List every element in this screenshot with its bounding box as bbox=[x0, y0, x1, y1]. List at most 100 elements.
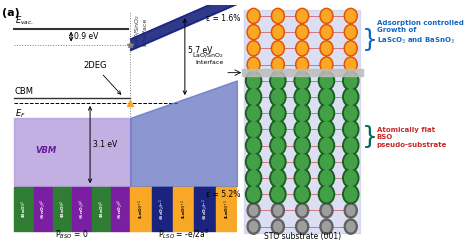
Ellipse shape bbox=[248, 42, 259, 54]
Text: Adsorption controlled
Growth of
LaScO$_3$ and BaSnO$_3$: Adsorption controlled Growth of LaScO$_3… bbox=[377, 20, 464, 46]
Ellipse shape bbox=[247, 154, 260, 169]
Ellipse shape bbox=[344, 41, 357, 56]
Text: (BaO)$^0$: (BaO)$^0$ bbox=[19, 200, 28, 218]
Text: Atomically flat
BSO
pseudo-substrate: Atomically flat BSO pseudo-substrate bbox=[377, 127, 447, 148]
Ellipse shape bbox=[294, 87, 310, 107]
Ellipse shape bbox=[345, 106, 357, 121]
Bar bbox=[34, 187, 53, 231]
Ellipse shape bbox=[297, 26, 307, 38]
Ellipse shape bbox=[246, 71, 262, 90]
Ellipse shape bbox=[272, 187, 284, 202]
Ellipse shape bbox=[247, 122, 260, 137]
Ellipse shape bbox=[246, 104, 262, 123]
Ellipse shape bbox=[320, 106, 333, 121]
Ellipse shape bbox=[320, 138, 333, 153]
Ellipse shape bbox=[296, 138, 308, 153]
Ellipse shape bbox=[346, 58, 356, 71]
Ellipse shape bbox=[321, 58, 331, 71]
Ellipse shape bbox=[345, 187, 357, 202]
Ellipse shape bbox=[345, 89, 357, 105]
Ellipse shape bbox=[344, 203, 357, 218]
Ellipse shape bbox=[297, 10, 307, 22]
Ellipse shape bbox=[272, 73, 284, 88]
Ellipse shape bbox=[346, 10, 356, 22]
Ellipse shape bbox=[248, 10, 259, 22]
Ellipse shape bbox=[296, 219, 309, 234]
Bar bbox=[111, 187, 130, 231]
Ellipse shape bbox=[320, 57, 333, 72]
Ellipse shape bbox=[296, 203, 309, 218]
Ellipse shape bbox=[246, 185, 262, 204]
Ellipse shape bbox=[320, 203, 333, 218]
Text: VBM: VBM bbox=[36, 147, 57, 156]
Text: STO substrate (001): STO substrate (001) bbox=[264, 232, 341, 241]
Text: LaO/SnO$_2$
Interface: LaO/SnO$_2$ Interface bbox=[133, 15, 148, 46]
Ellipse shape bbox=[247, 138, 260, 153]
Bar bbox=[152, 187, 173, 231]
Ellipse shape bbox=[346, 26, 356, 38]
Ellipse shape bbox=[270, 87, 286, 107]
Text: (SnO$_2$)$^0$: (SnO$_2$)$^0$ bbox=[77, 199, 87, 219]
Text: (a): (a) bbox=[2, 8, 19, 18]
Ellipse shape bbox=[296, 24, 309, 40]
Ellipse shape bbox=[343, 71, 359, 90]
Ellipse shape bbox=[247, 203, 260, 218]
Ellipse shape bbox=[296, 73, 308, 88]
Ellipse shape bbox=[272, 138, 284, 153]
Ellipse shape bbox=[319, 136, 335, 155]
Ellipse shape bbox=[274, 205, 282, 216]
Ellipse shape bbox=[247, 57, 260, 72]
Ellipse shape bbox=[298, 205, 306, 216]
Ellipse shape bbox=[345, 138, 357, 153]
Bar bbox=[53, 187, 72, 231]
Ellipse shape bbox=[343, 87, 359, 107]
Ellipse shape bbox=[320, 8, 333, 24]
Ellipse shape bbox=[346, 42, 356, 54]
Ellipse shape bbox=[296, 106, 308, 121]
Ellipse shape bbox=[296, 57, 309, 72]
Ellipse shape bbox=[246, 152, 262, 171]
Ellipse shape bbox=[319, 104, 335, 123]
Ellipse shape bbox=[294, 104, 310, 123]
Ellipse shape bbox=[319, 71, 335, 90]
Ellipse shape bbox=[319, 152, 335, 171]
Ellipse shape bbox=[320, 122, 333, 137]
Ellipse shape bbox=[343, 185, 359, 204]
Ellipse shape bbox=[296, 122, 308, 137]
Ellipse shape bbox=[270, 152, 286, 171]
Ellipse shape bbox=[346, 205, 355, 216]
Ellipse shape bbox=[273, 26, 283, 38]
Ellipse shape bbox=[297, 42, 307, 54]
Ellipse shape bbox=[271, 57, 284, 72]
Ellipse shape bbox=[246, 120, 262, 139]
Ellipse shape bbox=[272, 106, 284, 121]
Text: ε = 1.6%: ε = 1.6% bbox=[206, 14, 240, 23]
Ellipse shape bbox=[272, 171, 284, 186]
Ellipse shape bbox=[320, 187, 333, 202]
Ellipse shape bbox=[320, 89, 333, 105]
Ellipse shape bbox=[294, 185, 310, 204]
Ellipse shape bbox=[345, 154, 357, 169]
Text: CBM: CBM bbox=[15, 87, 34, 97]
Text: 3.1 eV: 3.1 eV bbox=[93, 140, 117, 149]
Bar bbox=[72, 187, 91, 231]
Ellipse shape bbox=[248, 26, 259, 38]
Ellipse shape bbox=[320, 219, 333, 234]
Ellipse shape bbox=[271, 8, 284, 24]
Ellipse shape bbox=[343, 120, 359, 139]
Ellipse shape bbox=[294, 136, 310, 155]
Ellipse shape bbox=[321, 26, 331, 38]
Ellipse shape bbox=[294, 71, 310, 90]
Ellipse shape bbox=[247, 219, 260, 234]
Ellipse shape bbox=[322, 221, 330, 232]
Ellipse shape bbox=[319, 120, 335, 139]
Ellipse shape bbox=[273, 42, 283, 54]
Ellipse shape bbox=[247, 41, 260, 56]
Text: (LaO)$^{+1}$: (LaO)$^{+1}$ bbox=[179, 199, 188, 219]
Bar bbox=[130, 187, 152, 231]
Ellipse shape bbox=[296, 8, 309, 24]
Ellipse shape bbox=[294, 169, 310, 188]
Ellipse shape bbox=[270, 104, 286, 123]
Ellipse shape bbox=[271, 203, 284, 218]
Ellipse shape bbox=[320, 154, 333, 169]
